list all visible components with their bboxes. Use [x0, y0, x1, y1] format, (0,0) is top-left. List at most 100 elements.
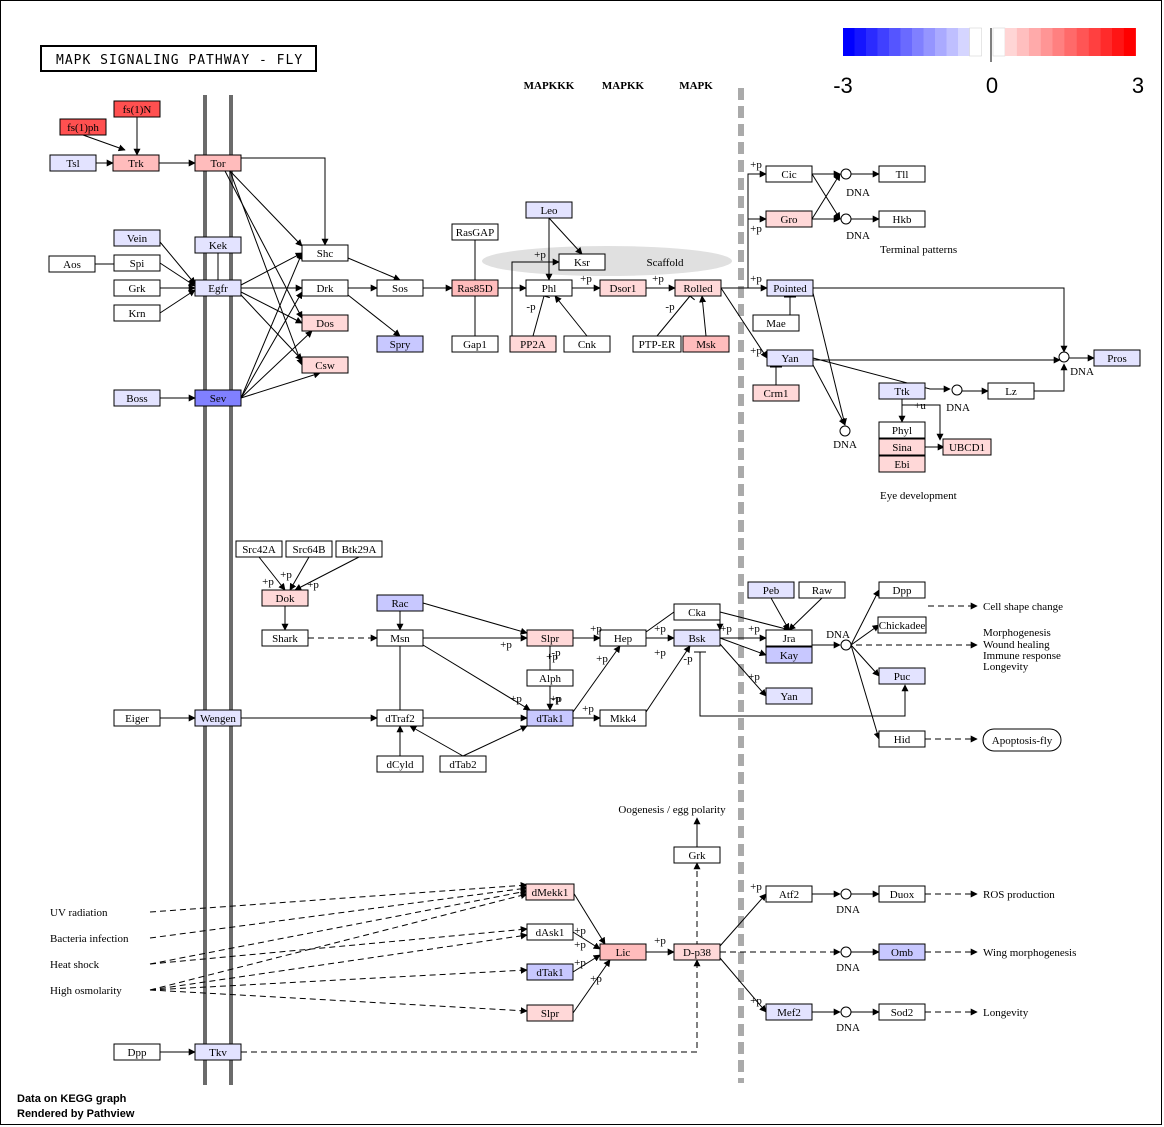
gene-shark[interactable]: Shark: [261, 629, 309, 647]
gene-shc[interactable]: Shc: [301, 244, 349, 262]
gene-dsor1[interactable]: Dsor1: [599, 279, 647, 297]
label-plus-p: +p: [596, 653, 608, 665]
gene-label: dTraf2: [385, 713, 415, 725]
gene-drk[interactable]: Drk: [301, 279, 349, 297]
gene-dos[interactable]: Dos: [301, 314, 349, 332]
gene-tll[interactable]: Tll: [878, 165, 926, 183]
gene-src64b[interactable]: Src64B: [285, 540, 333, 558]
gene-mef2[interactable]: Mef2: [765, 1003, 813, 1021]
gene-alph[interactable]: Alph: [526, 669, 574, 687]
gene-pros[interactable]: Pros: [1093, 349, 1141, 367]
gene-atf2[interactable]: Atf2: [765, 885, 813, 903]
gene-label: D-p38: [683, 947, 712, 959]
gene-tkv[interactable]: Tkv: [194, 1043, 242, 1061]
gene-phl[interactable]: Phl: [525, 279, 573, 297]
gene-ras85d[interactable]: Ras85D: [451, 279, 499, 297]
gene-dtak1a[interactable]: dTak1: [526, 709, 574, 727]
gene-ubcd1[interactable]: UBCD1: [942, 438, 992, 456]
gene-wengen[interactable]: Wengen: [194, 709, 242, 727]
gene-sev[interactable]: Sev: [194, 389, 242, 407]
gene-src42a[interactable]: Src42A: [235, 540, 283, 558]
genes-layer: fs(1)N fs(1)ph Tsl Trk Tor Kek Vein Aos Spi Grk Kr…: [48, 100, 1141, 1061]
gene-tsl[interactable]: Tsl: [49, 154, 97, 172]
gene-dpp2[interactable]: Dpp: [113, 1043, 161, 1061]
gene-krn[interactable]: Krn: [113, 304, 161, 322]
gene-msn[interactable]: Msn: [376, 629, 424, 647]
gene-rac[interactable]: Rac: [376, 594, 424, 612]
gene-yan1[interactable]: Yan: [766, 349, 814, 367]
gene-vein[interactable]: Vein: [113, 229, 161, 247]
gene-slpr2[interactable]: Slpr: [526, 1004, 574, 1022]
gene-dcyld[interactable]: dCyld: [376, 755, 424, 773]
gene-chickadee[interactable]: Chickadee: [877, 616, 927, 634]
gene-dtab2[interactable]: dTab2: [439, 755, 487, 773]
gene-yan2[interactable]: Yan: [765, 687, 813, 705]
gene-ptper[interactable]: PTP-ER: [632, 335, 682, 353]
gene-dmekk1[interactable]: dMekk1: [525, 883, 575, 901]
gene-label: Dsor1: [610, 283, 637, 295]
gene-eiger[interactable]: Eiger: [113, 709, 161, 727]
label-plus-p: +p: [500, 639, 512, 651]
gene-ebi[interactable]: Ebi: [878, 455, 926, 473]
gene-sod2[interactable]: Sod2: [878, 1003, 926, 1021]
gene-slpr1[interactable]: Slpr: [526, 629, 574, 647]
gene-dtraf2[interactable]: dTraf2: [376, 709, 424, 727]
gene-rasgap[interactable]: RasGAP: [451, 223, 499, 241]
gene-grk[interactable]: Grk: [113, 279, 161, 297]
gene-hkb[interactable]: Hkb: [878, 210, 926, 228]
gene-dpp1[interactable]: Dpp: [878, 581, 926, 599]
gene-grk2[interactable]: Grk: [673, 846, 721, 864]
gene-ttk[interactable]: Ttk: [878, 382, 926, 400]
gene-omb[interactable]: Omb: [878, 943, 926, 961]
gene-gro[interactable]: Gro: [765, 210, 813, 228]
gene-raw[interactable]: Raw: [798, 581, 846, 599]
gene-dask1[interactable]: dAsk1: [526, 923, 574, 941]
gene-kay[interactable]: Kay: [765, 646, 813, 664]
gene-cka[interactable]: Cka: [673, 603, 721, 621]
gene-puc[interactable]: Puc: [878, 667, 926, 685]
gene-ksr[interactable]: Ksr: [558, 253, 606, 271]
gene-btk29a[interactable]: Btk29A: [335, 540, 383, 558]
gene-aos[interactable]: Aos: [48, 255, 96, 273]
gene-msk[interactable]: Msk: [682, 335, 730, 353]
page-title: MAPK SIGNALING PATHWAY - FLY: [56, 53, 303, 68]
gene-hid[interactable]: Hid: [878, 730, 926, 748]
gene-dtak1b[interactable]: dTak1: [526, 963, 574, 981]
gene-peb[interactable]: Peb: [747, 581, 795, 599]
label-dna: DNA: [826, 629, 850, 641]
gene-lic[interactable]: Lic: [599, 943, 647, 961]
gene-sina[interactable]: Sina: [878, 438, 926, 456]
gene-bsk[interactable]: Bsk: [673, 629, 721, 647]
gene-dp38[interactable]: D-p38: [673, 943, 721, 961]
gene-fs1ph[interactable]: fs(1)ph: [59, 118, 107, 136]
gene-cnk[interactable]: Cnk: [563, 335, 611, 353]
gene-jra[interactable]: Jra: [765, 629, 813, 647]
gene-box: [878, 421, 926, 439]
gene-trk[interactable]: Trk: [112, 154, 160, 172]
gene-cic[interactable]: Cic: [765, 165, 813, 183]
gene-mkk4[interactable]: Mkk4: [599, 709, 647, 727]
gene-egfr[interactable]: Egfr: [194, 279, 242, 297]
gene-boss[interactable]: Boss: [113, 389, 161, 407]
gene-pp2a[interactable]: PP2A: [509, 335, 557, 353]
gene-lz[interactable]: Lz: [987, 382, 1035, 400]
gene-rolled[interactable]: Rolled: [674, 279, 722, 297]
gene-spi[interactable]: Spi: [113, 254, 161, 272]
gene-dok[interactable]: Dok: [261, 589, 309, 607]
gene-box: [113, 709, 161, 727]
gene-mae[interactable]: Mae: [752, 314, 800, 332]
gene-gap1[interactable]: Gap1: [451, 335, 499, 353]
gene-csw[interactable]: Csw: [301, 356, 349, 374]
dna-circle: [839, 425, 851, 437]
gene-tor[interactable]: Tor: [194, 154, 242, 172]
gene-phyl[interactable]: Phyl: [878, 421, 926, 439]
gene-kek[interactable]: Kek: [194, 236, 242, 254]
gene-sos[interactable]: Sos: [376, 279, 424, 297]
gene-leo[interactable]: Leo: [525, 201, 573, 219]
gene-fs1N[interactable]: fs(1)N: [113, 100, 161, 118]
gene-duox[interactable]: Duox: [878, 885, 926, 903]
gene-crm1[interactable]: Crm1: [752, 384, 800, 402]
gene-spry[interactable]: Spry: [376, 335, 424, 353]
gene-pointed[interactable]: Pointed: [766, 279, 814, 297]
gene-hep[interactable]: Hep: [599, 629, 647, 647]
